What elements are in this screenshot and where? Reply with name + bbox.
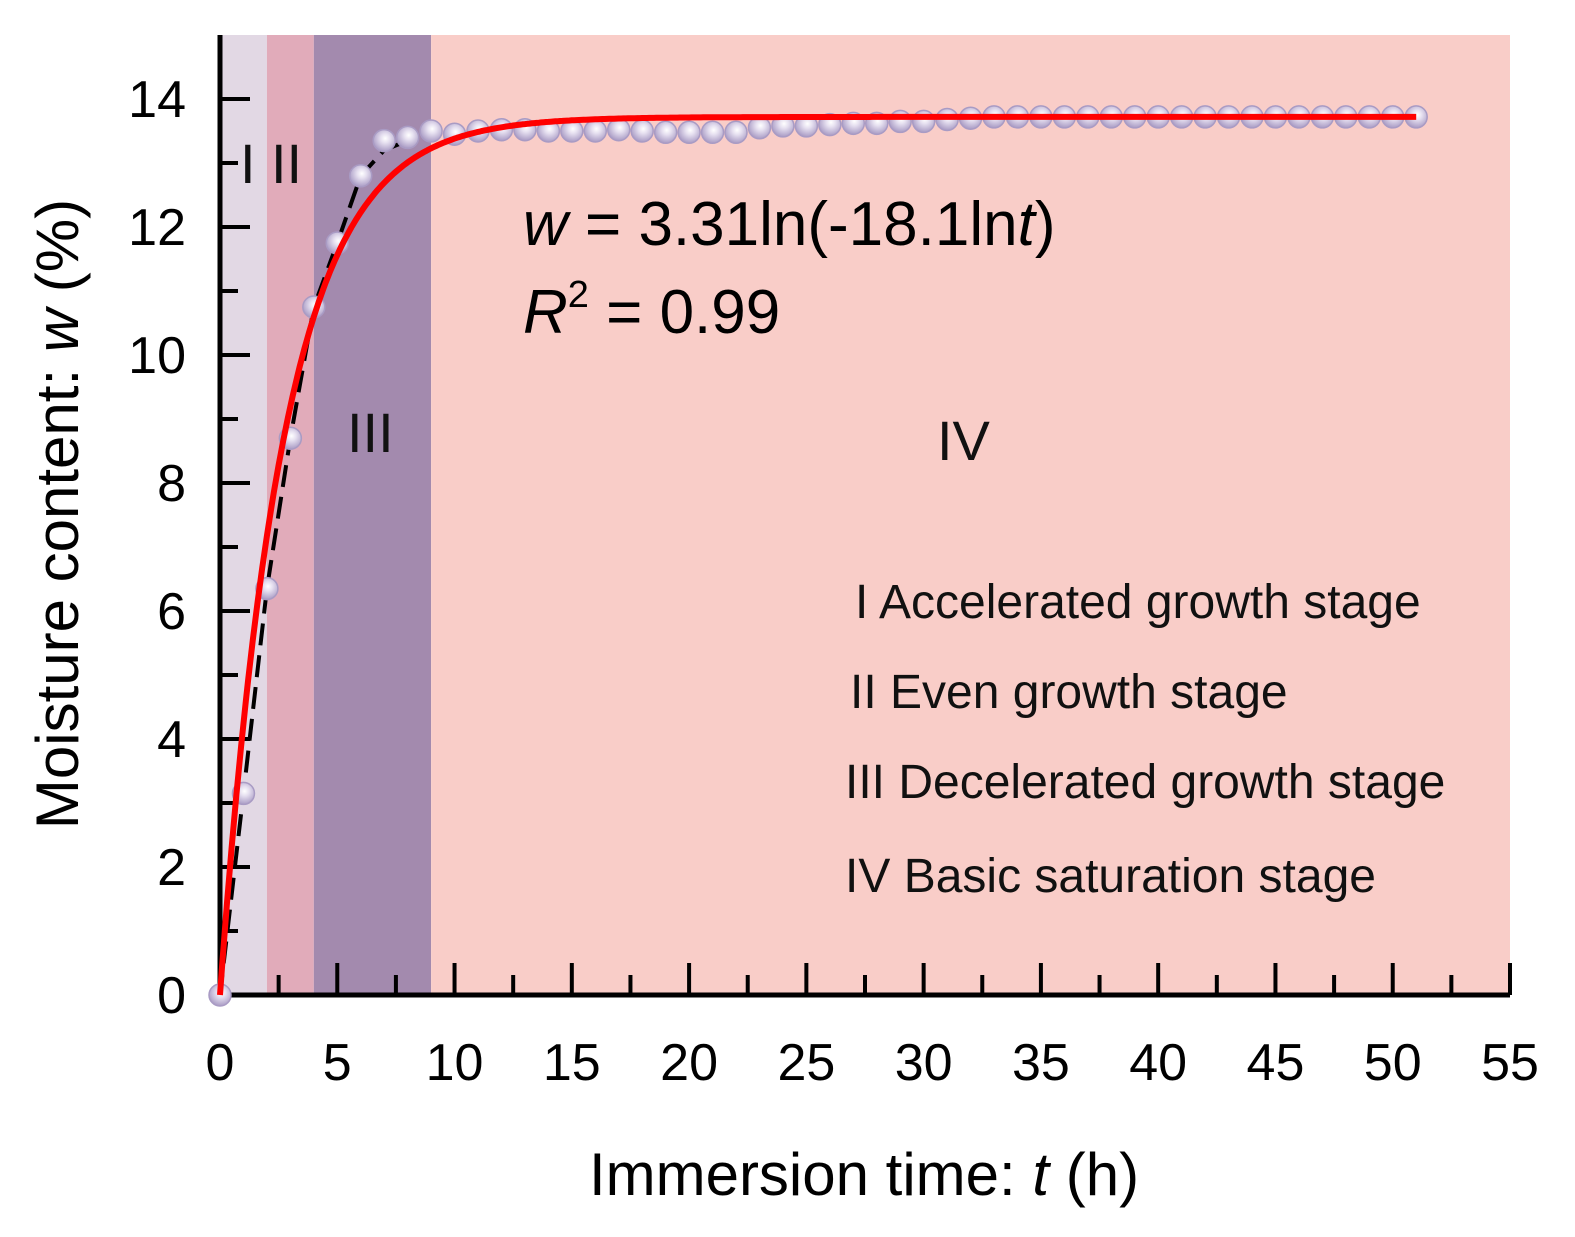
- stage-band-I: [220, 35, 267, 995]
- x-tick-label: 50: [1364, 1034, 1422, 1092]
- data-point: [888, 109, 912, 134]
- x-tick-label: 15: [543, 1034, 601, 1092]
- x-tick-label: 10: [426, 1034, 484, 1092]
- legend-item-2: II Even growth stage: [850, 666, 1288, 719]
- x-tick-label: 35: [1012, 1034, 1070, 1092]
- x-tick-label: 5: [323, 1034, 352, 1092]
- y-tick-label: 6: [157, 583, 186, 641]
- fit-equation: w = 3.31ln(-18.1lnt): [523, 190, 1055, 259]
- legend-item-1: I Accelerated growth stage: [855, 576, 1421, 629]
- x-tick-label: 30: [895, 1034, 953, 1092]
- y-tick-label: 8: [157, 455, 186, 513]
- data-point: [677, 120, 701, 145]
- y-tick-label: 14: [128, 71, 186, 129]
- stage-band-II: [266, 35, 314, 995]
- data-point: [653, 120, 678, 145]
- stage-bands: [220, 35, 1510, 995]
- annotations: I II III IV w = 3.31ln(-18.1lnt) R2 = 0.…: [24, 132, 1445, 1208]
- x-tick-label: 20: [660, 1034, 718, 1092]
- y-tick-label: 4: [157, 711, 186, 769]
- r-squared: R2 = 0.99: [523, 274, 780, 347]
- series-fit: [217, 113, 1417, 996]
- y-axis-title: Moisture content: w (%): [24, 199, 91, 829]
- x-tick-label: 0: [206, 1034, 235, 1092]
- data-point: [348, 164, 373, 188]
- data-point: [395, 125, 420, 150]
- series-dashed: [218, 138, 409, 996]
- x-tick-label: 55: [1481, 1034, 1539, 1092]
- data-point: [372, 128, 396, 153]
- measured-trend-line: [218, 138, 409, 996]
- x-axis-title: Immersion time: t (h): [589, 1141, 1139, 1208]
- data-point: [419, 119, 443, 143]
- axes: 0 5 10 15 20 25 30 35 40 45 50 55 0 2 4 6 8 10 12 14: [128, 35, 1539, 1092]
- stage-mark-IV: IV: [937, 409, 991, 472]
- stage-band-III: [313, 35, 432, 995]
- data-point: [700, 120, 725, 145]
- data-point: [606, 117, 631, 142]
- stage-mark-III: III: [347, 401, 394, 464]
- stage-band-IV: [431, 35, 1510, 995]
- data-point: [630, 119, 654, 143]
- data-point: [747, 116, 772, 140]
- legend-item-3: III Decelerated growth stage: [845, 756, 1445, 809]
- y-tick-label: 2: [157, 839, 186, 897]
- data-point: [911, 109, 936, 134]
- y-tick-label: 10: [128, 327, 186, 385]
- stage-mark-I: I: [240, 132, 256, 195]
- x-tick-label: 45: [1247, 1034, 1305, 1092]
- fit-curve: [217, 113, 1417, 996]
- data-point: [724, 120, 748, 145]
- stage-mark-II: II: [271, 132, 302, 195]
- data-point: [583, 119, 608, 143]
- x-tick-label: 40: [1129, 1034, 1187, 1092]
- legend-item-4: IV Basic saturation stage: [845, 850, 1376, 903]
- y-tick-label: 0: [157, 967, 186, 1025]
- y-tick-label: 12: [128, 199, 186, 257]
- x-tick-label: 25: [777, 1034, 835, 1092]
